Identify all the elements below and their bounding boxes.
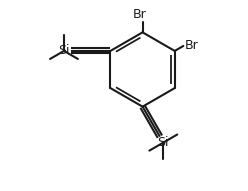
Text: Si: Si [157, 136, 169, 149]
Text: Br: Br [185, 40, 198, 53]
Text: Br: Br [133, 8, 147, 21]
Text: Si: Si [58, 45, 70, 57]
